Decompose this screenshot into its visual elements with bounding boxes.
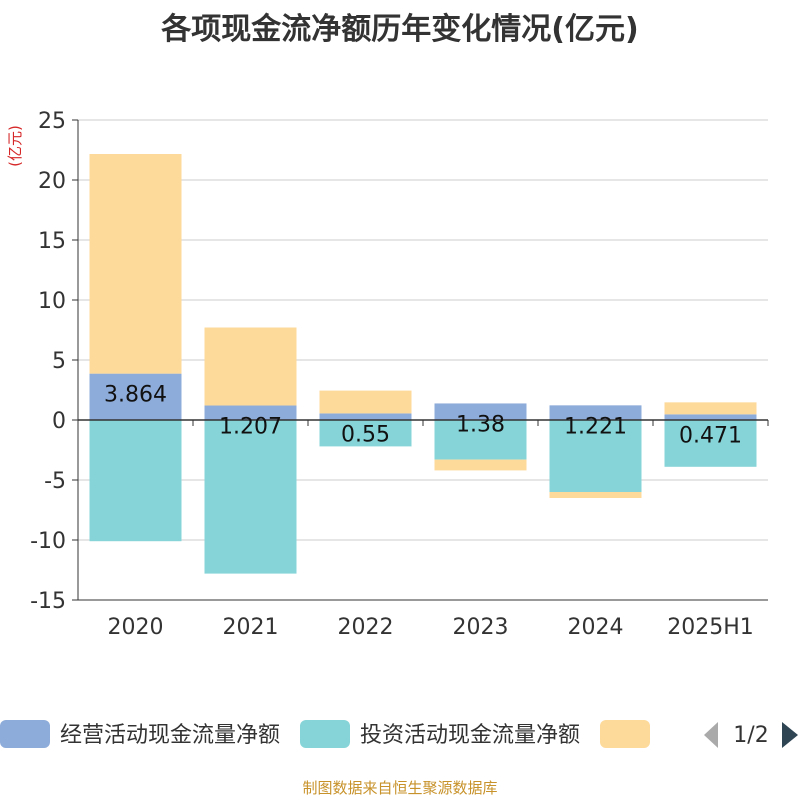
bar-0-2024 <box>549 405 642 420</box>
y-tick-label: 25 <box>38 109 66 134</box>
data-label: 1.207 <box>219 415 282 440</box>
x-tick-label: 2020 <box>108 615 164 640</box>
data-label: 0.55 <box>341 422 390 447</box>
data-label: 0.471 <box>679 423 742 448</box>
y-tick-label: -10 <box>30 529 66 554</box>
y-tick-label: 10 <box>38 289 66 314</box>
bar-0-2023 <box>434 403 527 420</box>
x-tick-label: 2025H1 <box>667 615 754 640</box>
y-tick-label: -15 <box>30 589 66 614</box>
bar-1-2023 <box>434 420 527 460</box>
bar-1-2022 <box>319 420 412 447</box>
legend-next-icon[interactable] <box>782 722 798 748</box>
x-tick-label: 2024 <box>568 615 624 640</box>
y-tick-label: 0 <box>52 409 66 434</box>
axes: 25 20 15 10 5 0 -5 -10 -15 2020 2021 2022 2023 2024 20… <box>30 109 769 640</box>
bars <box>89 154 757 574</box>
bar-0-2025H1 <box>664 414 757 420</box>
x-tick-label: 2021 <box>223 615 279 640</box>
y-tick-label: 5 <box>52 349 66 374</box>
x-tick-label: 2023 <box>453 615 509 640</box>
chart-title: 各项现金流净额历年变化情况(亿元) <box>161 12 639 47</box>
data-labels: 3.864 1.207 0.55 1.38 1.221 0.471 <box>104 383 742 449</box>
y-tick-label: 20 <box>38 169 66 194</box>
legend-prev-icon[interactable] <box>704 722 718 748</box>
data-label: 1.38 <box>456 412 505 437</box>
legend-swatch-1 <box>300 720 350 748</box>
legend: 经营活动现金流量净额 投资活动现金流量净额 1/2 <box>0 720 798 748</box>
legend-label-1: 投资活动现金流量净额 <box>360 723 580 748</box>
y-tick-label: 15 <box>38 229 66 254</box>
bar-2-2024 <box>549 492 642 498</box>
source-note: 制图数据来自恒生聚源数据库 <box>302 779 498 797</box>
bar-2-2020 <box>89 154 182 374</box>
bar-2-2022 <box>319 390 412 414</box>
bar-2-2025H1 <box>664 402 757 415</box>
legend-swatch-0 <box>0 720 50 748</box>
x-tick-label: 2022 <box>338 615 394 640</box>
legend-page-indicator: 1/2 <box>733 723 768 748</box>
bar-0-2022 <box>319 413 412 420</box>
bar-1-2020 <box>89 420 182 542</box>
data-label: 1.221 <box>564 414 627 439</box>
bar-2-2021 <box>204 327 297 406</box>
bar-1-2021 <box>204 420 297 574</box>
legend-swatch-2 <box>600 720 650 748</box>
bar-2-2023 <box>434 459 527 471</box>
data-label: 3.864 <box>104 383 167 408</box>
bar-1-2025H1 <box>664 420 757 467</box>
bar-0-2021 <box>204 405 297 420</box>
legend-label-0: 经营活动现金流量净额 <box>60 723 280 748</box>
y-tick-label: -5 <box>44 469 66 494</box>
bar-0-2020 <box>89 373 182 420</box>
bar-1-2024 <box>549 420 642 492</box>
y-axis-label: (亿元) <box>6 125 24 167</box>
